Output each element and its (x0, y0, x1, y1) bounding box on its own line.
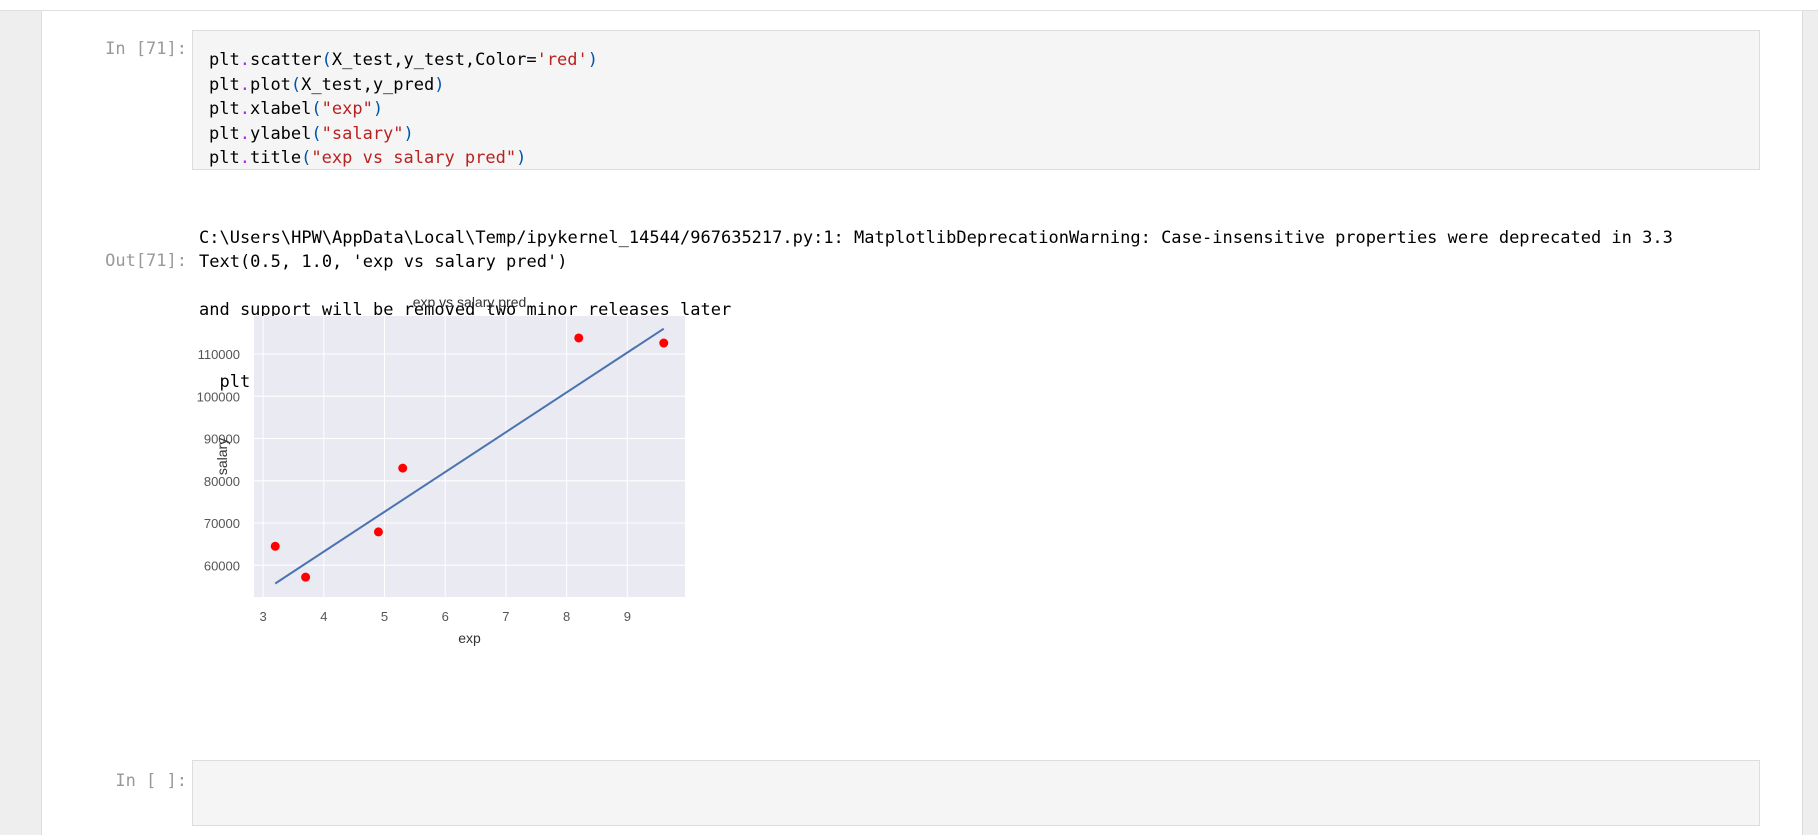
code-token-dot: . (239, 50, 250, 70)
code-token-str: "exp" (321, 99, 373, 119)
scatter-chart: 3 4 5 6 7 8 9 60000 70000 80000 90000 100000 110000 e… (197, 294, 685, 646)
code-token-open: ( (311, 123, 322, 144)
code-token-fn: plot (249, 74, 291, 95)
code-token-close: ) (587, 50, 599, 70)
y-tick-label: 100000 (197, 389, 240, 404)
code-token-str: "salary" (321, 123, 404, 144)
x-axis-label: exp (458, 630, 481, 646)
code-token-close: ) (516, 148, 527, 168)
code-token-dot: . (239, 123, 250, 144)
y-tick-label: 110000 (198, 347, 240, 362)
code-token-close: ) (372, 99, 384, 119)
code-token-fn: ylabel (249, 123, 312, 144)
code-token-obj: plt (209, 148, 240, 168)
x-tick-label: 6 (442, 609, 449, 624)
code-line: plt.plot(X_test,y_pred) (209, 73, 598, 98)
code-token-fn: scatter (249, 50, 322, 70)
y-axis-label: salary (214, 438, 230, 475)
scatter-point (574, 333, 584, 343)
code-token-obj: plt (209, 50, 240, 70)
empty-code-input-area[interactable] (192, 760, 1760, 826)
stderr-line: C:\Users\HPW\AppData\Local\Temp/ipykerne… (199, 228, 1673, 248)
code-token-args: X_test,y_pred (301, 74, 435, 95)
regression-line (274, 327, 665, 585)
y-tick-label: 70000 (204, 516, 240, 531)
code-token-close: ) (403, 123, 414, 144)
plot-output: 3 4 5 6 7 8 9 60000 70000 80000 90000 100000 110000 e… (192, 276, 842, 756)
scatter-point (270, 541, 280, 551)
y-tick-label: 80000 (204, 474, 240, 489)
y-tick-label: 60000 (204, 558, 240, 573)
code-token-str: "exp vs salary pred" (311, 148, 517, 168)
code-token-dot: . (239, 99, 250, 119)
code-token-close: ) (434, 74, 445, 95)
stderr-line: and support will be removed two minor re… (199, 300, 732, 320)
code-token-dot: . (239, 74, 250, 95)
code-input-area[interactable]: plt.scatter(X_test,y_test,Color='red') pl… (192, 30, 1760, 170)
code-token-open: ( (290, 74, 302, 95)
code-token-obj: plt (209, 74, 240, 95)
x-tick-label: 3 (259, 609, 266, 624)
code-token-open: ( (301, 148, 312, 168)
result-output: Text(0.5, 1.0, 'exp vs salary pred') (199, 252, 568, 272)
code-line: plt.scatter(X_test,y_test,Color='red') (209, 48, 598, 73)
scatter-point (301, 572, 311, 582)
x-tick-label: 9 (624, 609, 631, 624)
notebook-container: In [71]: plt.scatter(X_test,y_test,Color… (41, 11, 1803, 835)
code-line: plt.title("exp vs salary pred") (209, 146, 598, 171)
top-strip (0, 0, 1818, 11)
code-token-fn: title (249, 148, 302, 168)
scatter-point (373, 527, 383, 537)
input-prompt: In [71]: (105, 39, 187, 59)
empty-input-prompt: In [ ]: (115, 771, 187, 791)
code-token-open: ( (311, 99, 322, 119)
x-tick-label: 4 (320, 609, 327, 624)
x-tick-label: 5 (381, 609, 388, 624)
code-token-str: 'red' (536, 50, 588, 70)
code-token-args: X_test,y_test,Color= (331, 50, 537, 70)
code-token-fn: xlabel (249, 99, 312, 119)
y-tick-label: 90000 (204, 432, 240, 447)
code-token-obj: plt (209, 123, 240, 144)
code-lines: plt.scatter(X_test,y_test,Color='red') pl… (209, 48, 598, 171)
code-line: plt.xlabel("exp") (209, 97, 598, 122)
x-tick-label: 7 (502, 609, 509, 624)
code-token-obj: plt (209, 99, 240, 119)
x-tick-label: 8 (563, 609, 570, 624)
output-prompt: Out[71]: (105, 251, 187, 271)
code-token-dot: . (239, 148, 250, 168)
code-token-open: ( (321, 50, 332, 70)
scatter-point (659, 338, 669, 348)
chart-title: exp vs salary pred (413, 294, 527, 310)
code-line: plt.ylabel("salary") (209, 122, 598, 147)
scatter-point (398, 463, 408, 473)
